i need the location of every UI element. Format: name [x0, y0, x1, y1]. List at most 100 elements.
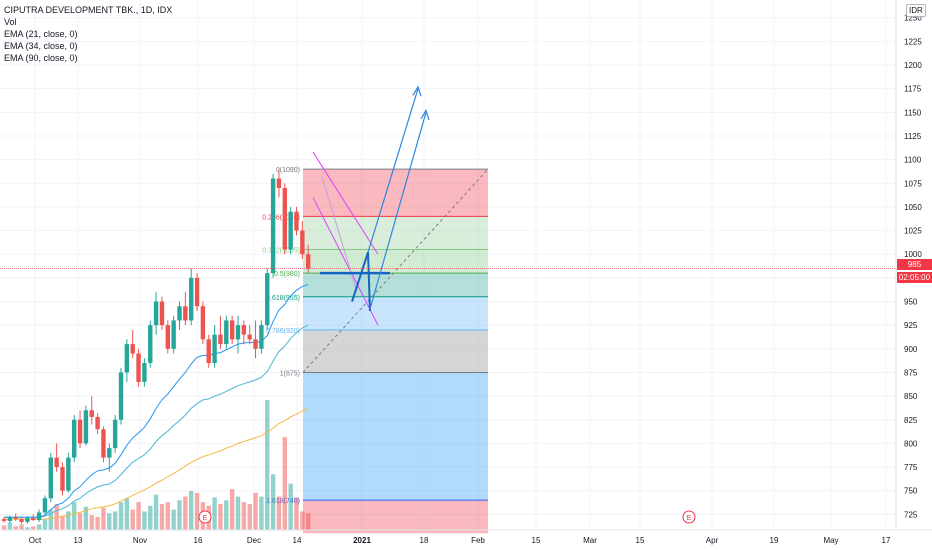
- symbol-title[interactable]: CIPUTRA DEVELOPMENT TBK., 1D, IDX: [4, 5, 173, 15]
- volume-bar: [270, 474, 276, 530]
- volume-bar: [130, 509, 135, 530]
- wedge-upper-line: [312, 151, 379, 255]
- volume-bar: [83, 506, 89, 530]
- fib-level-label: 0.786(920): [266, 328, 300, 335]
- volume-bar: [72, 502, 77, 530]
- wedge-lower-line: [312, 197, 379, 326]
- fib-level-label: 0(1090): [276, 167, 300, 174]
- candle-body: [148, 325, 153, 363]
- fib-level-label: 0.236(1040): [262, 214, 300, 221]
- projection-line-upper: [367, 88, 419, 253]
- volume-bar: [276, 496, 282, 530]
- volume-indicator-label[interactable]: Vol: [4, 17, 17, 27]
- candle-body: [124, 344, 130, 373]
- time-tick-label: 2021: [353, 536, 371, 545]
- time-tick-label: 14: [293, 536, 302, 545]
- candle-body: [253, 339, 258, 349]
- volume-bar: [235, 496, 241, 530]
- projection-arrowhead-lower: [420, 108, 430, 121]
- volume-bar: [259, 496, 264, 530]
- time-tick-label: May: [823, 536, 838, 545]
- candle-body: [171, 320, 176, 349]
- fib-zone: [303, 273, 488, 297]
- volume-bar: [107, 513, 112, 530]
- volume-bar: [66, 511, 71, 530]
- volume-bar: [159, 504, 165, 530]
- volume-bar: [265, 400, 270, 530]
- price-tick-label: 1225: [904, 37, 922, 46]
- projection-arrowhead-upper: [412, 85, 422, 97]
- candle-body: [136, 353, 141, 382]
- volume-bar: [36, 524, 42, 530]
- candle-body: [118, 372, 124, 420]
- candle-body: [130, 344, 135, 354]
- time-tick-label: Mar: [583, 536, 597, 545]
- price-tick-label: 1125: [904, 132, 922, 141]
- candle-body: [77, 419, 83, 444]
- candle-body: [19, 519, 24, 522]
- fib-level-label: 1(875): [280, 370, 300, 377]
- price-tick-label: 925: [904, 321, 918, 330]
- earnings-marker-label: E: [687, 515, 692, 522]
- volume-bar: [77, 513, 83, 530]
- candle-body: [159, 301, 165, 326]
- price-tick-label: 950: [904, 298, 918, 307]
- fib-zone: [303, 249, 488, 274]
- fib-zone: [303, 169, 488, 217]
- candle-body: [60, 467, 65, 491]
- price-tick-label: 1050: [904, 203, 922, 212]
- candle-body: [276, 178, 282, 188]
- candle-body: [31, 518, 36, 521]
- candle-body: [229, 320, 235, 340]
- volume-bar: [241, 502, 247, 530]
- price-tick-label: 725: [904, 510, 918, 519]
- volume-bar: [153, 494, 159, 530]
- fibonacci-retracement[interactable]: 0(1090) 0.236(1040) 0.382(1005) 0.5(980) 0.6…: [262, 167, 489, 534]
- candle-body: [241, 325, 247, 335]
- fib-level-label: 0.382(1005): [262, 247, 300, 254]
- candle-body: [142, 363, 147, 382]
- volume-bar: [282, 437, 287, 530]
- price-tick-label: 1000: [904, 250, 922, 259]
- volume-bar: [229, 489, 235, 530]
- ema21-indicator-label[interactable]: EMA (21, close, 0): [4, 29, 78, 39]
- candle-body: [218, 334, 223, 345]
- last-price-tag: 985: [897, 259, 932, 270]
- trend-drawings[interactable]: [0, 85, 896, 326]
- volume-bar: [194, 492, 200, 530]
- candle-body: [83, 410, 89, 444]
- volume-bar: [165, 502, 170, 530]
- ema34-line: [4, 324, 309, 518]
- price-tick-label: 1075: [904, 179, 922, 188]
- price-tick-label: 800: [904, 439, 918, 448]
- volume-bar: [25, 527, 30, 530]
- volume-bar: [19, 524, 24, 530]
- time-tick-label: Feb: [471, 536, 485, 545]
- volume-bar: [288, 483, 293, 530]
- volume-bar: [48, 509, 53, 530]
- earnings-marker-label: E: [203, 515, 208, 522]
- time-tick-label: Apr: [706, 536, 719, 545]
- candle-body: [200, 306, 206, 340]
- currency-badge[interactable]: IDR: [906, 4, 926, 17]
- candle-body: [259, 325, 264, 349]
- volume-bar: [300, 511, 305, 530]
- price-tick-label: 750: [904, 487, 918, 496]
- volume-bar: [253, 492, 258, 530]
- ema90-indicator-label[interactable]: EMA (90, close, 0): [4, 53, 78, 63]
- volume-bar: [95, 517, 100, 530]
- candle-body: [112, 419, 118, 449]
- volume-bars: [1, 400, 311, 530]
- earnings-marker: [682, 510, 696, 524]
- price-tick-label: 850: [904, 392, 918, 401]
- time-tick-label: Oct: [29, 536, 42, 545]
- price-tick-label: 1150: [904, 108, 922, 117]
- candle-body: [101, 429, 106, 458]
- candle-body: [265, 273, 270, 326]
- time-tick-label: 15: [532, 536, 541, 545]
- time-axis[interactable]: Oct 13 Nov 16 Dec 14 2021 18 Feb 15 Mar 15 Apr 19 May 1…: [0, 529, 932, 545]
- ema34-indicator-label[interactable]: EMA (34, close, 0): [4, 41, 78, 51]
- candle-body: [13, 517, 18, 520]
